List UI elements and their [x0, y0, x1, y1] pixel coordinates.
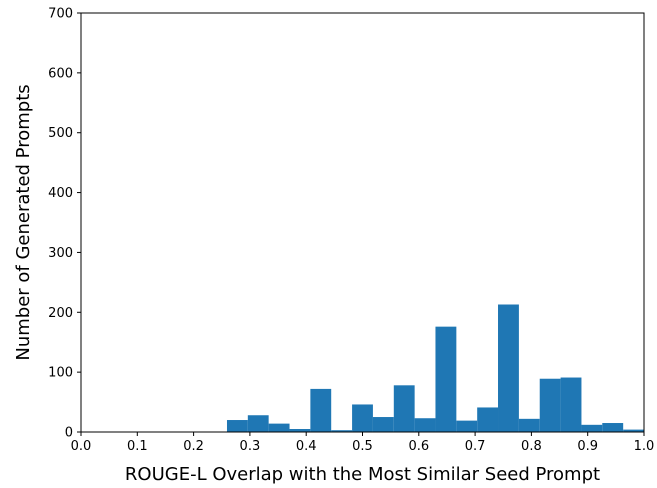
- histogram-bar: [372, 417, 394, 432]
- x-tick-label: 0.3: [240, 439, 261, 454]
- histogram-bars: [226, 304, 644, 432]
- histogram-bar: [435, 326, 457, 432]
- histogram-bar: [477, 407, 499, 432]
- x-tick-label: 0.9: [577, 439, 598, 454]
- x-tick-label: 1.0: [634, 439, 655, 454]
- histogram-bar: [289, 429, 311, 432]
- y-tick-label: 400: [48, 186, 73, 201]
- histogram-bar: [310, 388, 332, 432]
- histogram-bar: [352, 404, 373, 432]
- histogram-bar: [331, 430, 353, 432]
- y-tick-label: 0: [65, 426, 73, 441]
- y-axis-ticks: 0 100 200 300 400 500 600 700: [48, 7, 81, 441]
- histogram-bar: [518, 418, 540, 432]
- y-axis-label: Number of Generated Prompts: [13, 84, 34, 360]
- x-tick-label: 0.2: [183, 439, 204, 454]
- histogram-bar: [560, 377, 582, 432]
- histogram-bar: [602, 423, 624, 432]
- x-axis-label: ROUGE-L Overlap with the Most Similar Se…: [125, 464, 600, 485]
- x-tick-label: 0.5: [352, 439, 373, 454]
- x-tick-label: 0.1: [127, 439, 148, 454]
- plot-frame: [80, 12, 645, 433]
- x-tick-label: 0.7: [465, 439, 486, 454]
- y-tick-label: 700: [48, 7, 73, 22]
- histogram-bar: [268, 423, 290, 432]
- x-tick-label: 0.6: [408, 439, 429, 454]
- x-tick-label: 0.4: [296, 439, 317, 454]
- histogram-bar: [498, 304, 519, 432]
- histogram-bar: [226, 420, 248, 432]
- y-tick-label: 600: [48, 66, 73, 81]
- histogram-bar: [623, 429, 644, 432]
- y-tick-label: 500: [48, 126, 73, 141]
- x-tick-label: 0.8: [521, 439, 542, 454]
- histogram-bar: [581, 424, 603, 432]
- y-tick-label: 300: [48, 246, 73, 261]
- x-tick-label: 0.0: [71, 439, 92, 454]
- histogram-bar: [247, 415, 269, 432]
- y-tick-label: 100: [48, 366, 73, 381]
- x-axis-ticks: 0.0 0.1 0.2 0.3 0.4 0.5 0.6 0.7 0.8 0.9 1.0: [71, 432, 655, 454]
- y-tick-label: 200: [48, 306, 73, 321]
- histogram-bar: [456, 420, 478, 432]
- histogram-bar: [539, 378, 561, 432]
- histogram-bar: [414, 418, 436, 432]
- histogram-bar: [393, 385, 415, 432]
